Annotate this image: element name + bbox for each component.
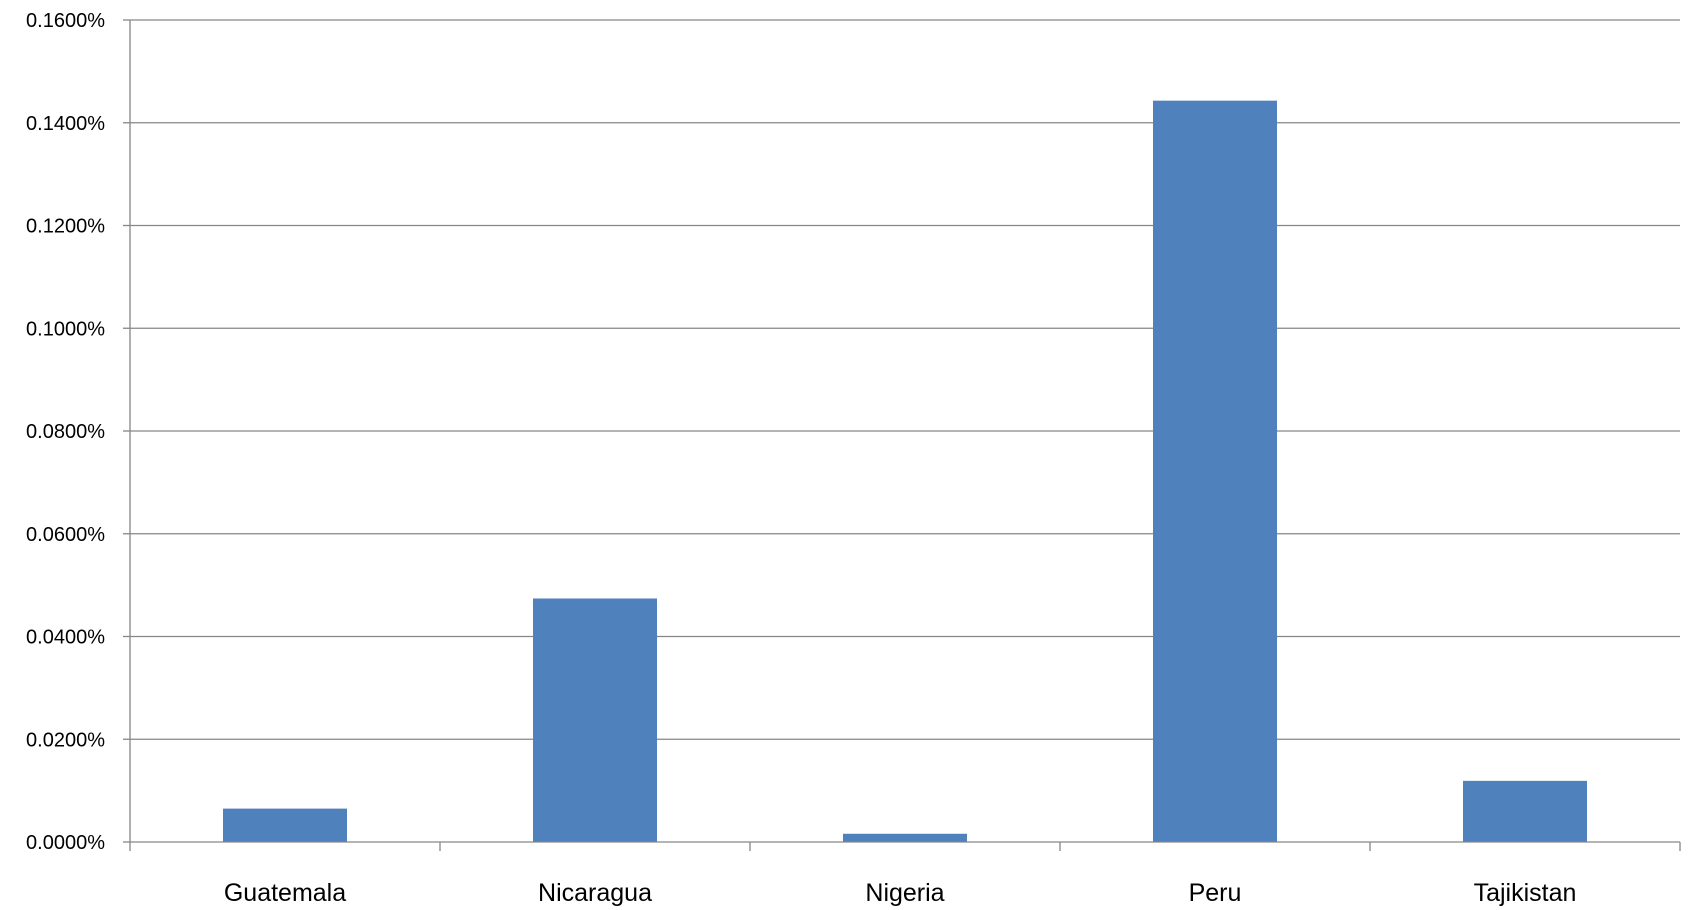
x-axis-category-labels: Guatemala Nicaragua Nigeria Peru Tajikistan: [224, 879, 1577, 907]
y-tick-label: 0.0400%: [26, 627, 105, 649]
y-tick-label: 0.0200%: [26, 729, 105, 751]
x-category-label: Nigeria: [865, 879, 944, 907]
y-tick-label: 0.0000%: [26, 832, 105, 854]
bar-peru: [1153, 100, 1277, 842]
x-category-label: Peru: [1189, 879, 1242, 907]
y-tick-label: 0.1000%: [26, 318, 105, 340]
y-axis-tick-labels: 0.0000% 0.0200% 0.0400% 0.0600% 0.0800% 0.100…: [26, 10, 105, 854]
gridlines: [130, 19, 1680, 740]
y-tick-label: 0.1600%: [26, 10, 105, 32]
bar-nicaragua: [533, 598, 657, 842]
y-tick-label: 0.1200%: [26, 216, 105, 238]
y-tick-label: 0.0600%: [26, 524, 105, 546]
bar-nigeria: [843, 833, 967, 842]
x-category-label: Guatemala: [224, 879, 346, 907]
axes: [123, 19, 1681, 851]
bar-tajikistan: [1463, 780, 1587, 842]
bar-guatemala: [223, 808, 347, 842]
y-tick-label: 0.0800%: [26, 421, 105, 443]
x-category-label: Nicaragua: [538, 879, 652, 907]
bars: [223, 100, 1587, 842]
y-tick-label: 0.1400%: [26, 113, 105, 135]
x-category-label: Tajikistan: [1474, 879, 1577, 907]
